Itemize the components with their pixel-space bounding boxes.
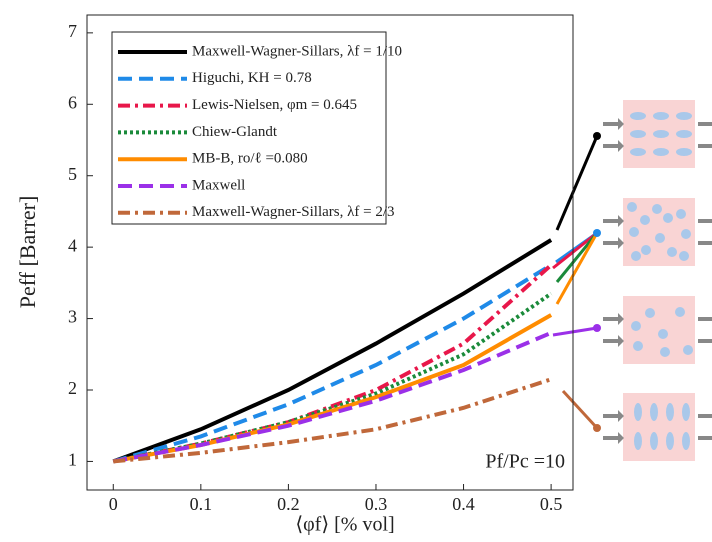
- pointer-dot: [593, 324, 601, 332]
- x-tick-label: 0.4: [452, 494, 475, 514]
- x-tick-label: 0.1: [190, 494, 213, 514]
- series-line: [112, 313, 553, 464]
- series-line: [112, 238, 553, 464]
- flow-arrowheads: [618, 118, 624, 444]
- pointer-dot: [593, 424, 601, 432]
- legend-label: Chiew-Glandt: [192, 124, 278, 140]
- y-tick-label: 1: [68, 450, 77, 470]
- x-tick-label: 0.3: [365, 494, 388, 514]
- series-line: [112, 263, 553, 464]
- pointer-arrows: [552, 135, 599, 430]
- series-line: [112, 331, 552, 464]
- panel: [623, 393, 695, 461]
- y-axis-label: Peff [Barrer]: [15, 196, 40, 309]
- legend-label: Maxwell: [192, 177, 245, 193]
- pointer-dot: [593, 229, 601, 237]
- x-tick-label: 0: [109, 494, 118, 514]
- annotation: Pf/Pc =10: [485, 451, 565, 473]
- x-tick-label: 0.5: [540, 494, 563, 514]
- y-tick-label: 3: [68, 307, 77, 327]
- particles: [627, 112, 693, 450]
- x-axis-label: ⟨φf⟩ [% vol]: [295, 514, 394, 536]
- legend-label: Higuchi, KH = 0.78: [192, 70, 312, 86]
- y-tick-label: 6: [68, 92, 77, 112]
- legend-label: Maxwell-Wagner-Sillars, λf = 1/10: [192, 43, 402, 59]
- x-tick-label: 0.2: [277, 494, 300, 514]
- flow-arrows: [603, 122, 712, 440]
- y-tick-label: 2: [68, 378, 77, 398]
- legend-label: Lewis-Nielsen, φm = 0.645: [192, 97, 357, 113]
- y-tick-label: 5: [68, 164, 77, 184]
- series-line: [112, 263, 553, 464]
- legend-label: Maxwell-Wagner-Sillars, λf = 2/3: [192, 204, 395, 220]
- plot-frame: [86, 14, 574, 491]
- y-tick-label: 7: [68, 21, 77, 41]
- legend-label: MB-B, ro/ℓ =0.080: [192, 151, 308, 167]
- y-tick-label: 4: [68, 235, 77, 255]
- legend-box: [111, 31, 387, 225]
- pointer-dot: [593, 132, 601, 140]
